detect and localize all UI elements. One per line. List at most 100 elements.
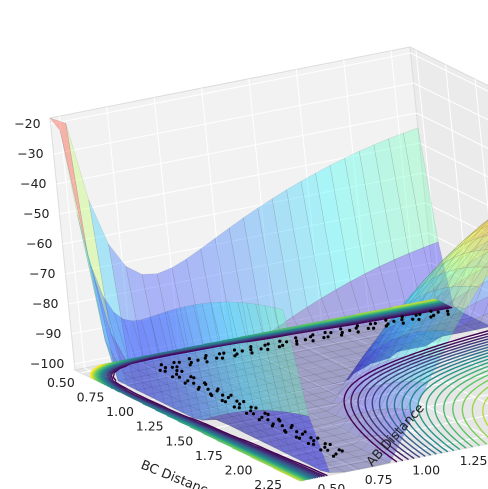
trajectory-point	[400, 315, 404, 319]
surface-patch	[342, 435, 368, 446]
trajectory-point	[303, 430, 307, 434]
surface-patch	[475, 226, 488, 240]
surface-patch	[198, 407, 224, 416]
grid-line-z	[56, 112, 488, 185]
surface-patch	[329, 157, 366, 282]
surface-patch	[336, 340, 363, 350]
trajectory-point	[348, 328, 352, 333]
trajectory-point	[334, 452, 338, 456]
grid-line-x	[288, 435, 488, 476]
surface-patch	[154, 396, 181, 405]
surface-patch	[213, 404, 239, 413]
trajectory-point	[221, 393, 225, 397]
surface-patch	[454, 302, 477, 330]
trajectory-point	[306, 441, 310, 446]
trajectory-point	[242, 400, 246, 404]
trajectory-point	[323, 330, 327, 335]
surface-patch	[484, 220, 488, 224]
surface-patch	[454, 233, 478, 256]
surface-patch	[431, 329, 455, 339]
trajectory-point	[446, 309, 450, 313]
surface-patch	[441, 320, 468, 329]
surface-patch	[280, 364, 307, 374]
surface-patch	[237, 302, 273, 411]
contour-lines	[90, 298, 488, 482]
surface-patch	[200, 238, 235, 349]
surface-patch	[310, 410, 337, 419]
surface-patch	[320, 467, 346, 473]
surface-patch	[376, 339, 402, 348]
trajectory-point	[436, 310, 440, 314]
surface-patch	[456, 226, 479, 248]
surface-patch	[239, 386, 266, 395]
surface-patch	[333, 432, 359, 441]
trajectory-point	[297, 436, 302, 440]
surface-patch	[314, 423, 341, 432]
surface-patch	[426, 256, 449, 281]
trajectory-point	[204, 382, 208, 386]
surface-patch	[466, 321, 488, 330]
surface-patch	[271, 189, 308, 317]
surface-patch	[467, 240, 488, 265]
surface-patch	[448, 286, 471, 308]
trajectory-point	[217, 352, 222, 356]
surface-patch	[349, 357, 376, 366]
trajectory-point	[196, 358, 200, 362]
trajectory-point	[326, 335, 330, 339]
surface-patch	[188, 402, 215, 411]
surface-patch	[448, 234, 471, 257]
trajectory-point	[368, 322, 373, 326]
surface-patch	[348, 349, 371, 380]
surface-patch	[475, 280, 488, 303]
surface-patch	[300, 172, 337, 299]
surface-patch	[331, 452, 357, 461]
surface-patch	[117, 377, 144, 386]
surface-patch	[357, 330, 384, 339]
surface-patch	[214, 384, 241, 393]
y-tick-label: 0.50	[318, 481, 346, 489]
surface-patch	[201, 302, 238, 414]
trajectory-point	[280, 424, 284, 428]
trajectory-point	[263, 343, 267, 347]
surface-patch	[207, 411, 234, 420]
surface-patch	[65, 123, 111, 334]
surface-patch	[252, 402, 279, 411]
surface-patch	[265, 367, 292, 377]
surface-patch	[288, 389, 314, 398]
surface-patch	[291, 349, 318, 358]
surface-patch	[250, 370, 277, 379]
grid-line-x	[258, 414, 488, 462]
potential-surface	[49, 117, 488, 473]
trajectory-point	[220, 398, 224, 403]
surface-patch	[398, 283, 421, 310]
surface-patch	[385, 344, 412, 353]
surface-patch	[295, 362, 322, 371]
trajectory-point	[257, 418, 261, 422]
surface-patch	[141, 316, 175, 410]
surface-patch	[325, 459, 352, 468]
surface-patch	[340, 353, 367, 362]
surface-patch	[316, 455, 342, 464]
surface-patch	[269, 380, 296, 389]
surface-patch	[327, 336, 354, 345]
surface-patch	[231, 413, 258, 422]
surface-patch	[420, 260, 443, 285]
surface-patch	[426, 270, 450, 294]
surface-patch	[233, 341, 260, 350]
surface-patch	[267, 348, 294, 357]
surface-patch	[461, 266, 485, 287]
surface-patch	[244, 378, 271, 387]
surface-patch	[304, 418, 331, 427]
z-tick-label: −50	[23, 206, 49, 221]
surface-patch	[256, 363, 282, 372]
surface-patch	[369, 320, 392, 350]
trajectory-point	[175, 369, 179, 373]
surface-patch	[411, 326, 438, 335]
trajectory-point	[192, 376, 196, 380]
trajectory-point	[303, 338, 307, 342]
z-tick-label: −60	[26, 236, 52, 251]
surface-patch	[290, 412, 321, 471]
surface-patch	[236, 410, 265, 444]
surface-patch	[355, 350, 382, 359]
trajectory-point	[232, 405, 236, 409]
